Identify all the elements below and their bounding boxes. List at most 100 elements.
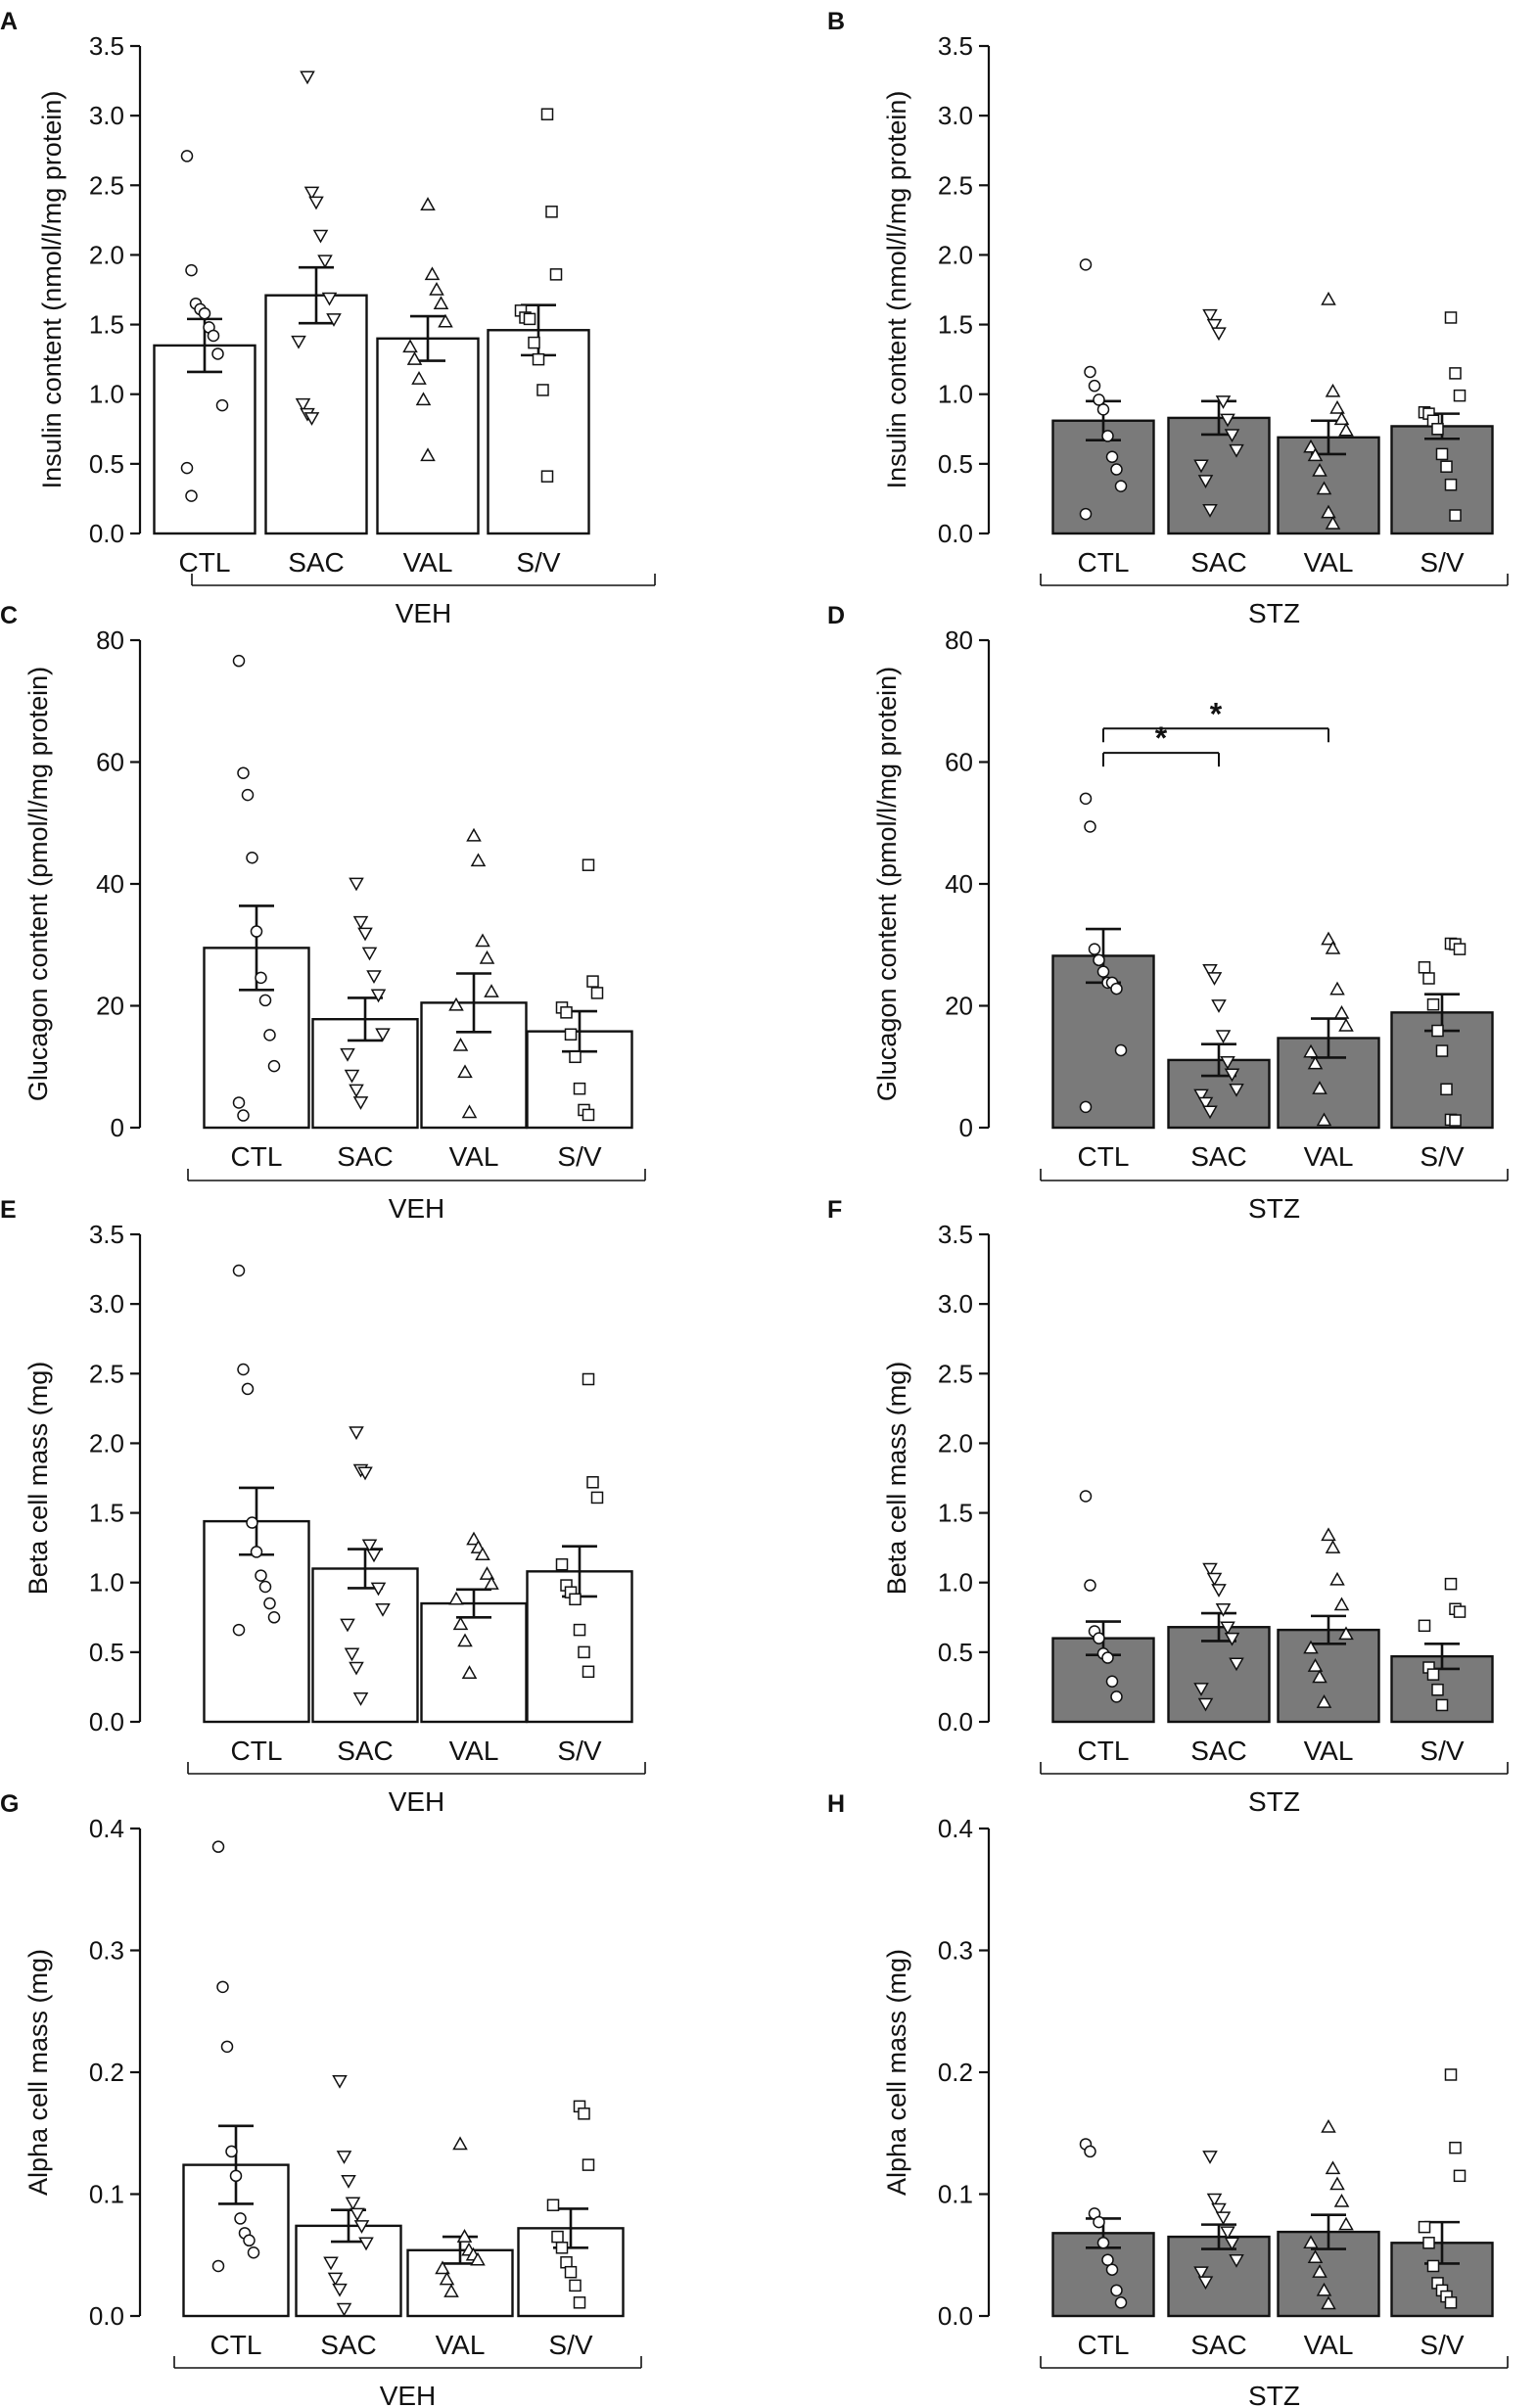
data-point <box>1202 964 1218 978</box>
data-point <box>1321 2119 1336 2133</box>
data-point <box>246 851 258 864</box>
data-point <box>420 197 436 210</box>
data-point <box>291 335 306 349</box>
y-tick-label: 0 <box>111 1113 124 1142</box>
data-point <box>1229 1657 1244 1672</box>
data-point <box>232 654 246 668</box>
y-tick-label: 1.0 <box>89 1568 124 1598</box>
data-point <box>1435 1044 1449 1057</box>
x-tick-label: S/V <box>1420 1736 1464 1766</box>
data-point <box>1307 447 1324 462</box>
y-tick-label: 0.0 <box>938 2301 973 2331</box>
data-point <box>1316 481 1332 495</box>
data-point <box>1197 1697 1214 1712</box>
data-point <box>1193 2266 1209 2281</box>
data-point <box>448 1591 464 1605</box>
data-point <box>375 1602 391 1617</box>
y-tick-label: 2.5 <box>89 170 124 200</box>
data-point <box>1093 2215 1105 2229</box>
data-point <box>243 2234 256 2247</box>
data-point <box>1105 2263 1119 2276</box>
y-axis-label: Insulin content (nmol/l/mg protein) <box>882 91 911 489</box>
data-point <box>1303 1640 1319 1654</box>
data-point <box>590 1491 604 1505</box>
data-point <box>237 766 250 779</box>
data-point <box>1220 413 1235 428</box>
data-point <box>341 2175 356 2189</box>
data-point <box>1114 480 1128 492</box>
data-point <box>470 2251 486 2266</box>
y-tick-label: 0.0 <box>89 519 124 548</box>
data-point <box>1333 1597 1350 1611</box>
data-point <box>185 489 198 502</box>
data-point <box>452 1037 469 1051</box>
y-axis-label: Glucagon content (pmol/l/mg protein) <box>872 667 902 1101</box>
data-point <box>345 2197 361 2211</box>
data-point <box>263 1597 276 1610</box>
data-point <box>1303 1043 1319 1058</box>
y-tick-label: 0.3 <box>938 1936 973 1966</box>
y-tick-label: 0.2 <box>89 2058 124 2087</box>
y-tick-label: 3.0 <box>89 1289 124 1319</box>
data-point <box>528 336 540 349</box>
panel-letter-e: E <box>0 1196 17 1224</box>
y-tick-label: 1.5 <box>938 310 973 340</box>
data-point <box>546 2199 560 2211</box>
y-tick-label: 1.5 <box>89 1499 124 1528</box>
data-point <box>1325 1540 1341 1553</box>
x-tick-label: S/V <box>1420 2330 1464 2360</box>
data-point <box>1101 1651 1114 1664</box>
data-point <box>1418 961 1431 974</box>
data-point <box>1114 2296 1128 2309</box>
data-point <box>1096 403 1110 416</box>
data-point <box>573 1623 586 1637</box>
y-tick-label: 3.5 <box>89 31 124 61</box>
y-tick-label: 2.5 <box>938 170 973 200</box>
data-point <box>523 312 536 326</box>
y-tick-label: 2.0 <box>938 1428 973 1458</box>
data-point <box>560 1006 573 1019</box>
y-tick-label: 60 <box>945 748 973 777</box>
data-point <box>402 339 418 353</box>
data-point <box>1101 2253 1114 2266</box>
data-point <box>180 150 194 162</box>
data-point <box>250 1546 263 1558</box>
data-point <box>349 1426 364 1441</box>
data-point <box>1224 2237 1240 2251</box>
bar-ctl <box>153 344 256 535</box>
data-point <box>1202 1105 1218 1120</box>
data-point <box>258 1580 272 1594</box>
data-point <box>429 281 444 296</box>
data-point <box>461 1104 478 1119</box>
data-point <box>357 927 373 942</box>
y-tick-label: 0.5 <box>89 449 124 479</box>
x-tick-label: VAL <box>403 547 453 578</box>
y-tick-label: 3.5 <box>938 1220 973 1249</box>
data-point <box>1435 447 1449 461</box>
y-tick-label: 3.0 <box>938 1289 973 1319</box>
data-point <box>1321 2295 1336 2310</box>
data-point <box>267 1611 281 1624</box>
data-point <box>246 1516 258 1529</box>
data-point <box>1224 1068 1240 1083</box>
data-point <box>1453 2169 1467 2183</box>
data-point <box>358 2237 374 2251</box>
data-point <box>232 1096 246 1109</box>
x-tick-label: S/V <box>516 547 560 578</box>
data-point <box>263 1029 276 1042</box>
data-point <box>1202 504 1218 518</box>
data-point <box>180 461 194 475</box>
data-point <box>336 2151 352 2164</box>
data-point <box>1444 1577 1458 1591</box>
y-tick-label: 0.0 <box>938 519 973 548</box>
data-point <box>1316 1694 1332 1708</box>
y-tick-label: 3.0 <box>89 101 124 130</box>
data-point <box>1418 1619 1431 1633</box>
data-point <box>1303 439 1319 453</box>
data-point <box>1333 2193 1350 2207</box>
data-point <box>582 858 595 871</box>
y-axis-label: Beta cell mass (mg) <box>882 1362 911 1596</box>
data-point <box>361 947 378 961</box>
data-point <box>1333 411 1350 426</box>
data-point <box>466 1531 482 1546</box>
